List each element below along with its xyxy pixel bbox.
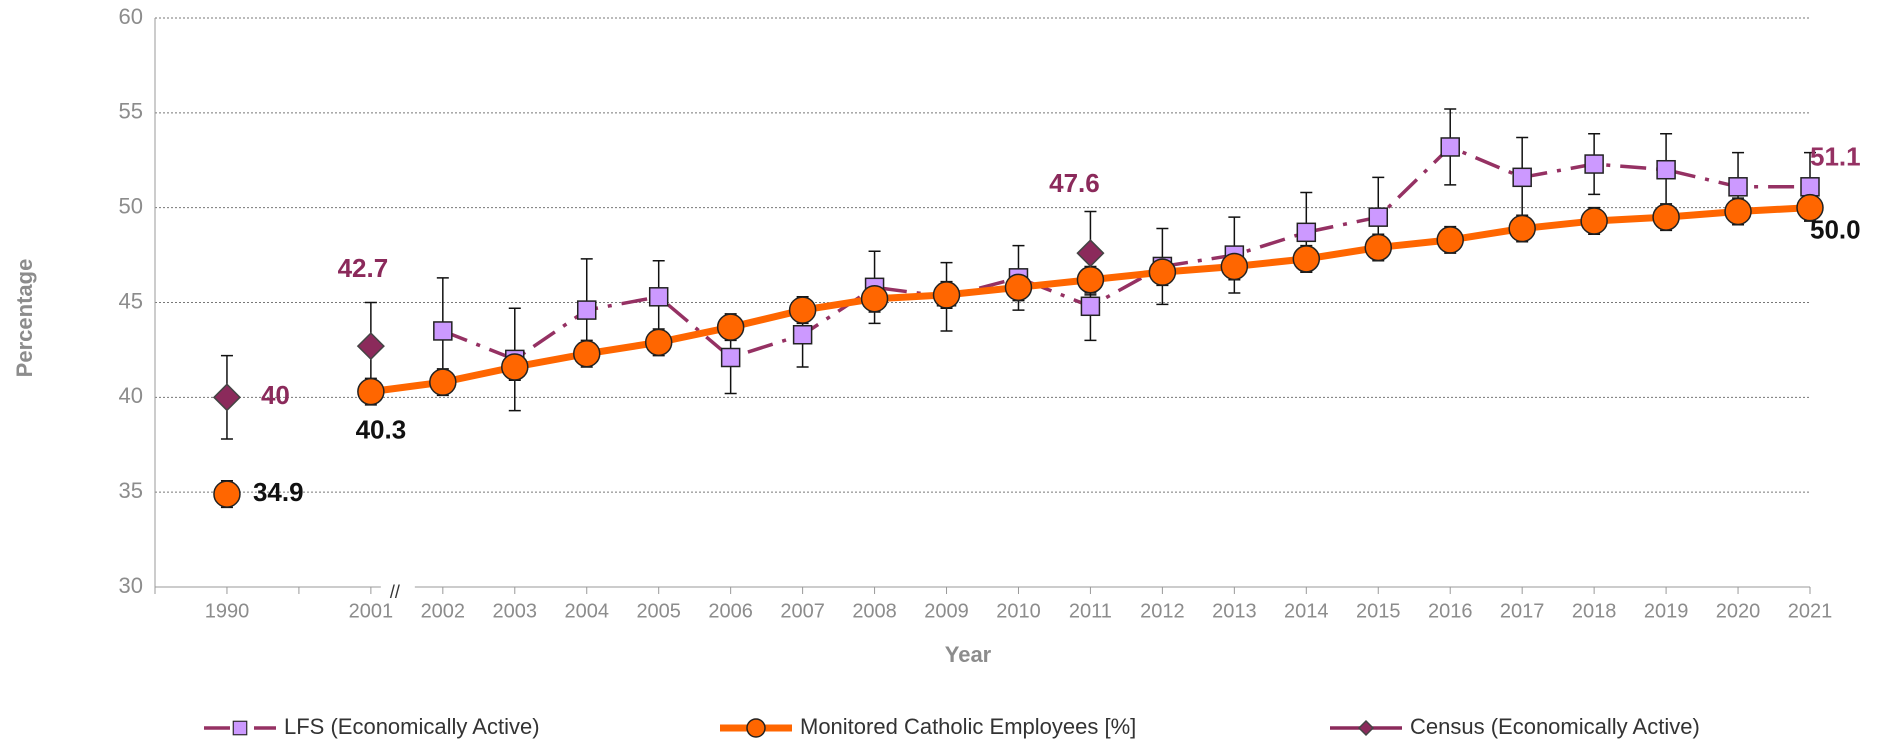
marker — [213, 480, 241, 508]
y-tick-label: 30 — [119, 573, 143, 598]
marker — [1652, 203, 1680, 231]
y-axis-label: Percentage — [12, 259, 37, 378]
marker — [792, 324, 813, 345]
x-tick-label: 2019 — [1644, 600, 1689, 622]
marker — [716, 313, 745, 341]
axis-break: // — [390, 582, 400, 602]
x-tick-label: 2005 — [636, 600, 681, 622]
marker — [1508, 214, 1536, 243]
marker — [212, 383, 242, 412]
x-axis-label: Year — [945, 642, 992, 667]
y-tick-label: 55 — [119, 99, 143, 124]
legend-label: LFS (Economically Active) — [284, 714, 540, 739]
axis-break-gap — [380, 583, 415, 591]
x-tick-label: 2011 — [1069, 600, 1112, 622]
marker — [1728, 177, 1748, 197]
legend-label: Census (Economically Active) — [1410, 714, 1700, 739]
x-tick-label: 2013 — [1212, 600, 1257, 622]
x-tick-label: 2003 — [493, 600, 538, 622]
marker — [1296, 222, 1317, 243]
data-label: 42.7 — [338, 253, 389, 283]
marker — [1148, 258, 1177, 286]
marker — [1364, 233, 1393, 262]
marker — [576, 300, 597, 320]
x-tick-label: 2008 — [852, 600, 897, 622]
marker — [1440, 137, 1460, 157]
x-tick-label: 2015 — [1356, 600, 1401, 622]
marker — [1584, 154, 1604, 174]
marker — [1436, 226, 1464, 254]
x-tick-label: 2001 — [349, 600, 394, 622]
marker — [1076, 265, 1105, 294]
y-tick-label: 45 — [119, 288, 143, 313]
x-tick-label: 2004 — [564, 600, 609, 622]
marker — [1357, 719, 1375, 737]
marker — [1580, 207, 1608, 235]
marker — [1724, 197, 1752, 226]
marker — [1800, 177, 1820, 197]
x-tick-label: 2010 — [996, 600, 1041, 622]
y-tick-label: 35 — [119, 478, 143, 503]
marker — [429, 368, 457, 396]
marker — [357, 377, 385, 406]
data-label: 47.6 — [1049, 168, 1100, 198]
x-tick-label: 2002 — [421, 600, 466, 622]
x-tick-label: 2012 — [1140, 600, 1185, 622]
marker — [644, 328, 673, 357]
marker — [1080, 296, 1101, 317]
marker — [1656, 159, 1676, 180]
marker — [1368, 207, 1389, 227]
marker — [932, 281, 961, 309]
x-tick-label: 2020 — [1716, 600, 1761, 622]
marker — [433, 321, 453, 341]
marker — [572, 339, 601, 368]
data-label: 50.0 — [1810, 215, 1861, 245]
x-tick-label: 2006 — [708, 600, 753, 622]
data-label: 40.3 — [356, 415, 407, 445]
marker — [648, 287, 669, 307]
marker — [1220, 252, 1249, 281]
marker — [1004, 273, 1033, 302]
series-line — [442, 144, 1810, 362]
marker — [1076, 239, 1105, 268]
marker — [720, 347, 741, 368]
marker — [746, 718, 766, 738]
legend-label: Monitored Catholic Employees [%] — [800, 714, 1136, 739]
marker — [788, 296, 817, 324]
x-tick-label: 2014 — [1284, 600, 1329, 622]
y-tick-label: 40 — [119, 383, 143, 408]
marker — [1512, 167, 1532, 188]
data-label: 51.1 — [1810, 142, 1861, 172]
x-tick-label: 2016 — [1428, 600, 1473, 622]
marker — [232, 720, 248, 736]
x-tick-label: 2021 — [1788, 600, 1833, 622]
x-tick-label: 2007 — [780, 600, 825, 622]
data-label: 34.9 — [253, 477, 304, 507]
data-label: 40 — [261, 380, 290, 410]
marker — [501, 353, 529, 381]
marker — [1292, 245, 1321, 273]
x-tick-label: 2009 — [924, 600, 969, 622]
x-tick-label: 1990 — [205, 600, 250, 622]
marker — [860, 284, 889, 313]
y-tick-label: 50 — [119, 193, 143, 218]
x-tick-label: 2017 — [1500, 600, 1545, 622]
x-tick-label: 2018 — [1572, 600, 1617, 622]
y-tick-label: 60 — [119, 4, 143, 29]
marker — [1796, 193, 1824, 222]
marker — [356, 332, 385, 361]
